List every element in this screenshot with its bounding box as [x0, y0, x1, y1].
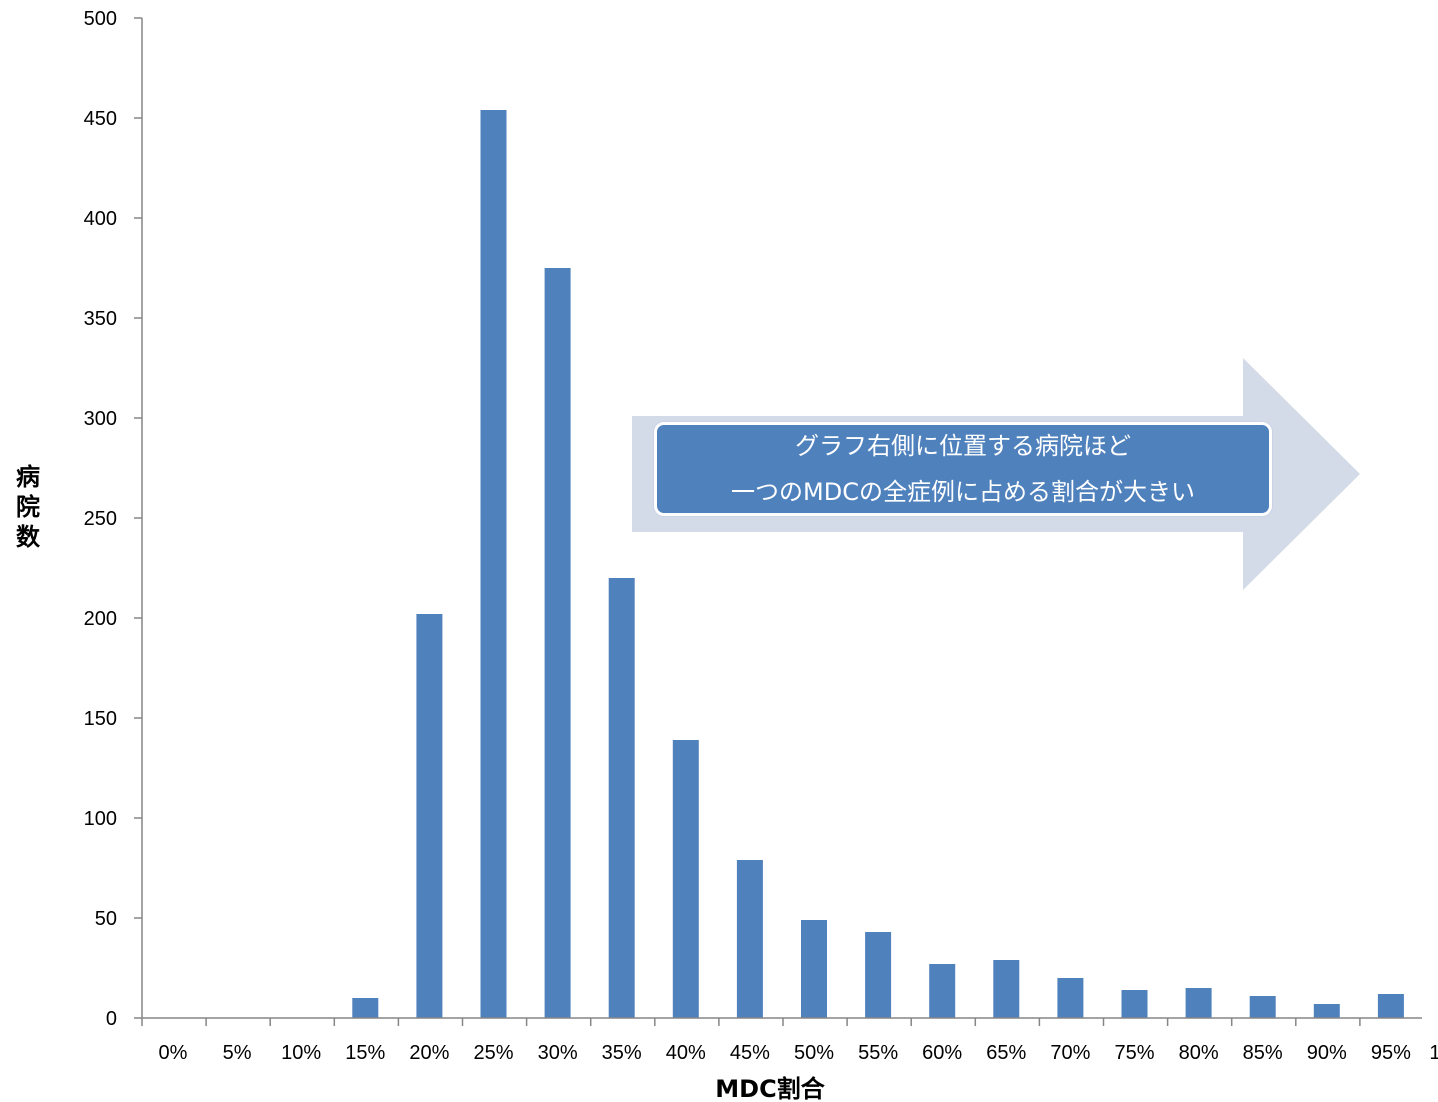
- x-axis-title: MDC割合: [715, 1075, 825, 1102]
- y-tick-label: 50: [95, 908, 117, 930]
- y-tick-label: 150: [84, 708, 117, 730]
- x-tick-label: 75%: [1114, 1042, 1154, 1064]
- x-tick-label: 45%: [730, 1042, 770, 1064]
- x-tick-label: 5%: [223, 1042, 252, 1064]
- x-tick-label: 30%: [538, 1042, 578, 1064]
- bar: [480, 110, 507, 1018]
- y-tick-label: 250: [84, 508, 117, 530]
- bar: [1249, 996, 1276, 1018]
- x-tick-label: 60%: [922, 1042, 962, 1064]
- bar: [352, 998, 379, 1018]
- bar: [1313, 1004, 1340, 1018]
- bar: [929, 964, 956, 1018]
- x-tick-label: 70%: [1050, 1042, 1090, 1064]
- x-tick-label: 10%: [281, 1042, 321, 1064]
- x-tick-label: 0%: [159, 1042, 188, 1064]
- x-tick-label: 100%: [1429, 1042, 1438, 1064]
- x-tick-label: 95%: [1371, 1042, 1411, 1064]
- y-tick-label: 300: [84, 408, 117, 430]
- bar: [672, 740, 699, 1018]
- x-tick-label: 35%: [602, 1042, 642, 1064]
- y-tick-label: 500: [84, 8, 117, 30]
- x-tick-label: 20%: [409, 1042, 449, 1064]
- bar: [1121, 990, 1148, 1018]
- x-tick-label: 25%: [473, 1042, 513, 1064]
- annotation-line-1: グラフ右側に位置する病院ほど: [795, 432, 1131, 460]
- y-axis-title: 病院数: [16, 463, 41, 551]
- x-tick-label: 80%: [1179, 1042, 1219, 1064]
- x-tick-label: 65%: [986, 1042, 1026, 1064]
- y-tick-label: 450: [84, 108, 117, 130]
- x-tick-label: 15%: [345, 1042, 385, 1064]
- y-tick-label: 100: [84, 808, 117, 830]
- bar: [865, 932, 892, 1018]
- bar: [608, 578, 635, 1018]
- annotation-callout: グラフ右側に位置する病院ほど 一つのMDCの全症例に占める割合が大きい: [654, 422, 1272, 516]
- x-tick-label: 40%: [666, 1042, 706, 1064]
- annotation-line-2: 一つのMDCの全症例に占める割合が大きい: [731, 478, 1195, 506]
- bar: [736, 860, 763, 1018]
- bar: [1377, 994, 1404, 1018]
- bar: [1057, 978, 1084, 1018]
- bar: [544, 268, 571, 1018]
- x-tick-label: 85%: [1243, 1042, 1283, 1064]
- bar: [1185, 988, 1212, 1018]
- y-tick-label: 400: [84, 208, 117, 230]
- bar: [801, 920, 827, 1018]
- x-tick-label: 55%: [858, 1042, 898, 1064]
- y-tick-label: 0: [106, 1008, 117, 1030]
- y-tick-label: 350: [84, 308, 117, 330]
- bar: [416, 614, 443, 1018]
- bar: [993, 960, 1020, 1018]
- y-tick-label: 200: [84, 608, 117, 630]
- x-tick-label: 50%: [794, 1042, 834, 1064]
- x-tick-label: 90%: [1307, 1042, 1347, 1064]
